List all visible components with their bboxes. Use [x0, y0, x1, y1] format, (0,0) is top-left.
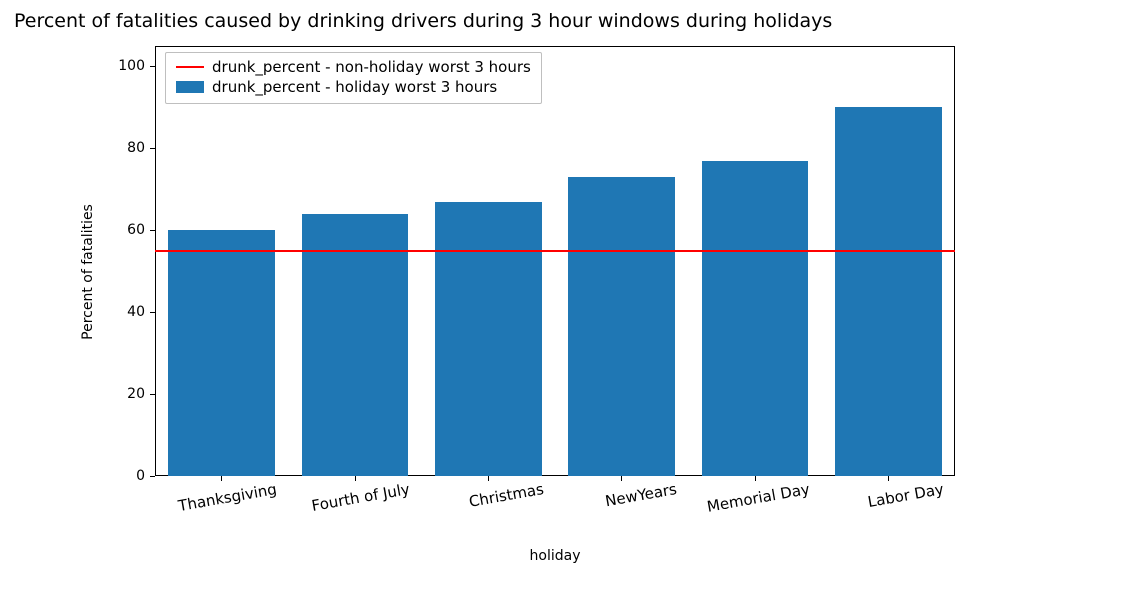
y-axis-label: Percent of fatalities	[80, 204, 96, 340]
legend-label: drunk_percent - non-holiday worst 3 hour…	[212, 57, 531, 77]
x-tick-label: Fourth of July	[311, 480, 412, 515]
x-tick-label: Thanksgiving	[177, 480, 278, 515]
y-tick	[150, 394, 155, 395]
y-tick	[150, 476, 155, 477]
x-tick-label: Memorial Day	[706, 480, 812, 516]
x-tick-label: Christmas	[467, 480, 545, 511]
x-tick	[355, 476, 356, 481]
y-tick	[150, 312, 155, 313]
y-tick-label: 100	[118, 58, 145, 74]
y-tick	[150, 230, 155, 231]
y-tick-label: 20	[127, 386, 145, 402]
bar	[435, 202, 542, 476]
y-tick-label: 0	[136, 468, 145, 484]
bar	[568, 177, 675, 476]
legend-label: drunk_percent - holiday worst 3 hours	[212, 77, 497, 97]
legend-patch-swatch	[176, 81, 204, 93]
legend-entry: drunk_percent - non-holiday worst 3 hour…	[176, 57, 531, 77]
y-tick-label: 60	[127, 222, 145, 238]
legend: drunk_percent - non-holiday worst 3 hour…	[165, 52, 542, 104]
reference-line	[155, 250, 955, 252]
figure: { "chart": { "type": "bar", "title": "Pe…	[0, 0, 1128, 596]
x-tick-label: Labor Day	[866, 480, 945, 511]
bar	[168, 230, 275, 476]
plot-area: 020406080100 ThanksgivingFourth of JulyC…	[155, 46, 955, 476]
chart-title: Percent of fatalities caused by drinking…	[14, 10, 832, 32]
y-tick	[150, 66, 155, 67]
bar	[702, 161, 809, 476]
x-tick	[888, 476, 889, 481]
y-tick-label: 40	[127, 304, 145, 320]
y-tick-label: 80	[127, 140, 145, 156]
y-tick	[150, 148, 155, 149]
bar	[835, 107, 942, 476]
x-tick	[221, 476, 222, 481]
legend-line-swatch	[176, 66, 204, 68]
x-tick-label: NewYears	[604, 480, 678, 510]
x-tick	[621, 476, 622, 481]
x-tick	[488, 476, 489, 481]
bar	[302, 214, 409, 476]
x-tick	[755, 476, 756, 481]
x-axis-label: holiday	[530, 548, 581, 564]
legend-entry: drunk_percent - holiday worst 3 hours	[176, 77, 531, 97]
